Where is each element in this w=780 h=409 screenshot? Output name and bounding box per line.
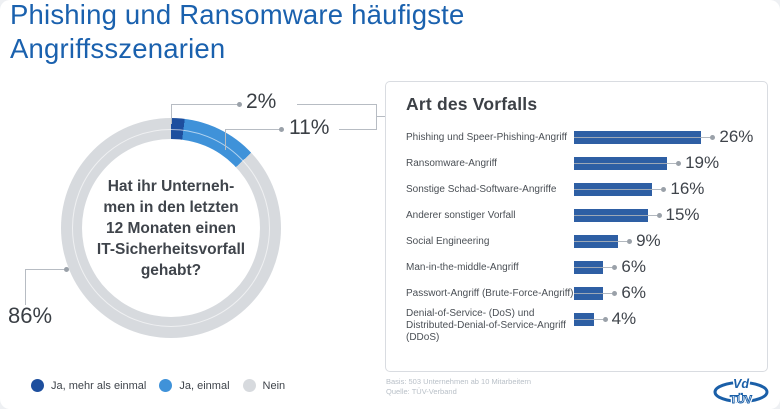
donut-question-text: Hat ihr Unterneh- men in den letzten 12 …	[96, 177, 246, 279]
bar-zone: 4%	[574, 307, 753, 333]
bar-category-label: Social Engineering	[406, 236, 490, 247]
logo-ellipse	[713, 381, 769, 403]
bar-row: Man-in-the-middle-Angriff 6%	[406, 255, 753, 281]
legend-label: Ja, mehr als einmal	[51, 379, 147, 392]
legend-item: Nein	[242, 379, 286, 392]
bar-row: Social Engineering 9%	[406, 229, 753, 255]
bar-value-label: 6%	[621, 283, 646, 302]
donut-value-label-2pct: 2%	[246, 90, 277, 113]
bar-end-dot	[676, 161, 682, 166]
bracket-top-line	[297, 104, 376, 105]
leader-line-86pct-vertical	[25, 269, 26, 305]
legend-dot	[31, 379, 44, 392]
bar-zone: 6%	[574, 281, 753, 307]
bar-zone: 6%	[574, 255, 753, 281]
bar-mid-line	[574, 189, 662, 190]
bar-mid-line	[574, 241, 628, 242]
legend-dot	[242, 379, 256, 392]
donut-mid-circle	[72, 129, 270, 327]
donut-legend: Ja, mehr als einmal Ja, einmal Nein	[31, 379, 285, 392]
bar-end-dot	[710, 135, 716, 140]
bar-zone: 15%	[574, 203, 753, 229]
bracket-connector-line	[376, 116, 386, 117]
bar-end-dot	[602, 317, 608, 322]
panel-title: Art des Vorfalls	[406, 94, 538, 114]
bar-value-label: 16%	[670, 179, 705, 198]
legend-label: Nein	[262, 379, 286, 392]
legend-item: Ja, mehr als einmal	[31, 379, 146, 392]
bar-end-dot	[656, 213, 662, 218]
bar-end-dot	[612, 265, 618, 270]
bar-end-dot	[612, 291, 618, 296]
bar-end-dot	[627, 239, 633, 244]
leader-line-2pct-horizontal	[171, 104, 239, 105]
bar-zone: 19%	[574, 151, 753, 177]
bar-zone: 9%	[574, 229, 753, 255]
bar-row: Sonstige Schad-Software-Angriffe 16%	[406, 177, 753, 203]
bar-zone: 26%	[574, 125, 753, 151]
bar-row: Denial-of-Service- (DoS) und Distributed…	[406, 307, 753, 344]
bracket-bottom-line	[339, 129, 376, 130]
bar-category-label: Passwort-Angriff (Brute-Force-Angriff)	[406, 288, 574, 299]
logo-text-vd: Vd	[733, 377, 749, 391]
bar-chart: Phishing und Speer-Phishing-Angriff 26% Ra…	[406, 125, 753, 344]
bar-mid-line	[574, 267, 613, 268]
bar-value-label: 19%	[685, 153, 720, 172]
basis-note: Basis: 503 Unternehmen ab 10 Mitarbeiter…	[386, 377, 532, 386]
bar-category-label: Denial-of-Service- (DoS) und Distributed…	[406, 308, 566, 343]
bar-row: Passwort-Angriff (Brute-Force-Angriff) 6%	[406, 281, 753, 307]
leader-dot-11pct	[279, 127, 284, 132]
bar-mid-line	[574, 163, 677, 164]
donut-hole	[82, 139, 260, 317]
logo-text-tuev: TÜV	[730, 393, 753, 406]
bar-value-label: 4%	[611, 309, 637, 328]
leader-line-86pct-horizontal	[25, 269, 65, 270]
leader-line-2pct-vertical	[171, 104, 172, 124]
bar-end-dot	[661, 187, 667, 192]
bar-value-label: 9%	[636, 231, 661, 250]
leader-dot-86pct	[64, 267, 69, 272]
bar-mid-line	[574, 293, 613, 294]
donut-value-label-86pct: 86%	[8, 303, 53, 328]
legend-item: Ja, einmal	[159, 379, 230, 392]
bar-category-label: Phishing und Speer-Phishing-Angriff	[406, 132, 568, 143]
legend-label: Ja, einmal	[179, 379, 230, 392]
incident-type-panel: Art des Vorfalls Phishing und Speer-Phis…	[385, 81, 768, 372]
bar-value-label: 15%	[665, 205, 700, 224]
leader-dot-2pct	[237, 102, 242, 107]
donut-chart: Hat ihr Unterneh- men in den letzten 12 …	[61, 118, 281, 338]
bar-row: Anderer sonstiger Vorfall 15%	[406, 203, 753, 229]
vdtuev-logo: Vd TÜV TÜV	[713, 376, 769, 407]
bar-value-label: 26%	[719, 127, 754, 146]
leader-line-11pct-horizontal	[225, 129, 281, 130]
bar-value-label: 6%	[621, 257, 646, 276]
bar-category-label: Sonstige Schad-Software-Angriffe	[406, 184, 557, 195]
bar-mid-line	[574, 137, 711, 138]
bar-zone: 16%	[574, 177, 753, 203]
bar-row: Ransomware-Angriff 19%	[406, 151, 753, 177]
bar-mid-line	[574, 215, 657, 216]
source-note: Basis: 503 Unternehmen ab 10 Mitarbeiter…	[386, 377, 531, 396]
bar-category-label: Man-in-the-middle-Angriff	[406, 262, 519, 273]
legend-dot	[159, 379, 173, 392]
leader-line-11pct-vertical	[225, 129, 226, 150]
bar-row: Phishing und Speer-Phishing-Angriff 26%	[406, 125, 753, 151]
donut-value-label-11pct: 11%	[289, 116, 330, 139]
logo-text-tuev-halo: TÜV	[730, 393, 753, 406]
quelle-note: Quelle: TÜV-Verband	[386, 386, 457, 396]
bracket-vertical-line	[376, 104, 377, 130]
bar-mid-line	[574, 319, 603, 320]
page-title: Phishing und Ransomware häufigste Angrif…	[10, 0, 465, 64]
bar-category-label: Anderer sonstiger Vorfall	[406, 210, 516, 221]
bar-category-label: Ransomware-Angriff	[406, 158, 497, 169]
